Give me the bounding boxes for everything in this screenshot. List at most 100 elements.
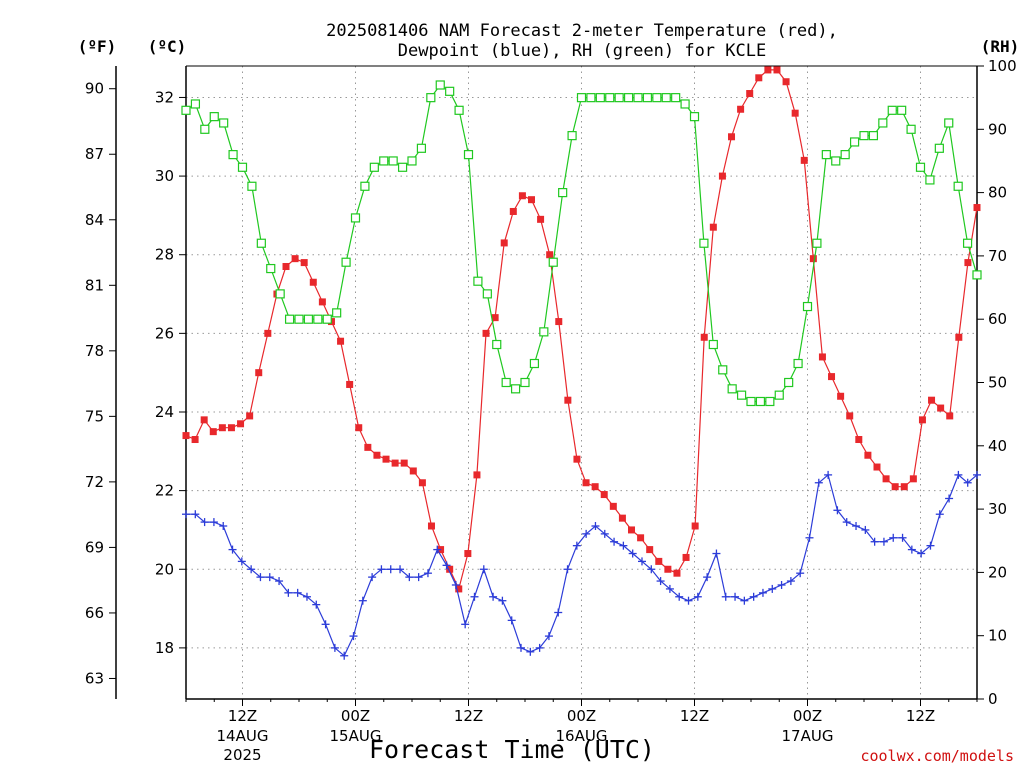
temperature-point (427, 522, 435, 530)
dewpoint-point (814, 478, 823, 487)
temperature-point (837, 392, 845, 400)
rh-point (341, 257, 351, 267)
dewpoint-point (963, 478, 972, 487)
rh-point (934, 143, 944, 153)
dewpoint-point (396, 565, 405, 574)
rh-point (256, 238, 266, 248)
temperature-point (555, 318, 563, 326)
dewpoint-point (684, 596, 693, 605)
fahrenheit-tick-label: 81 (85, 276, 104, 294)
dewpoint-point (265, 573, 274, 582)
temperature-point (800, 156, 808, 164)
dewpoint-point (330, 643, 339, 652)
temperature-point (755, 74, 763, 82)
dewpoint-point (879, 537, 888, 546)
temperature-point (728, 133, 736, 141)
dewpoint-point (749, 592, 758, 601)
temperature-point (218, 424, 226, 432)
dewpoint-point (703, 573, 712, 582)
dewpoint-point (721, 592, 730, 601)
rh-point (633, 93, 643, 103)
x-tick-label: 00Z (567, 707, 596, 725)
temperature-point (246, 412, 254, 420)
temperature-point (373, 451, 381, 459)
temperature-point (628, 526, 636, 534)
dewpoint-point (358, 596, 367, 605)
temperature-point (300, 259, 308, 267)
dewpoint-point (898, 533, 907, 542)
series-layer (181, 66, 982, 660)
x-tick-date-label: 17AUG (782, 727, 834, 745)
rh-point (360, 181, 370, 191)
temperature-point (282, 263, 290, 271)
dewpoint-point (712, 549, 721, 558)
rh-point (821, 150, 831, 160)
dewpoint-point (349, 632, 358, 641)
x-axis-label: Forecast Time (UTC) (369, 735, 655, 764)
celsius-tick-label: 30 (155, 167, 174, 185)
rh-point (426, 93, 436, 103)
dewpoint-point (610, 537, 619, 546)
temperature-point (664, 565, 672, 573)
rh-tick-label: 30 (988, 500, 1007, 518)
rh-point (718, 365, 728, 375)
rh-point (407, 156, 417, 166)
dewpoint-point (563, 565, 572, 574)
fahrenheit-tick-label: 78 (85, 342, 104, 360)
dewpoint-point (461, 620, 470, 629)
temperature-point (291, 255, 299, 263)
temperature-point (546, 251, 554, 259)
dewpoint-point (693, 592, 702, 601)
dewpoint-point (973, 470, 981, 479)
temperature-point (391, 459, 399, 467)
rh-tick-label: 40 (988, 437, 1007, 455)
dewpoint-point (628, 549, 637, 558)
chart-title: 2025081406 NAM Forecast 2-meter Temperat… (326, 21, 838, 41)
celsius-unit-label: (ºC) (148, 37, 187, 56)
rh-point (661, 93, 671, 103)
temperature-point (928, 396, 936, 404)
temperature-point (700, 333, 708, 341)
rh-point (294, 314, 304, 324)
rh-point (379, 156, 389, 166)
temperature-point (409, 467, 417, 475)
dewpoint-point (731, 592, 740, 601)
temperature-point (673, 569, 681, 577)
temperature-point (873, 463, 881, 471)
rh-tick-label: 80 (988, 184, 1007, 202)
celsius-tick-label: 20 (155, 560, 174, 578)
rh-point (755, 396, 766, 407)
temperature-point (418, 479, 426, 487)
axes: 63 66 69 72 75 78 81 84 87 90 18 20 22 24 26 28 30 32 0 10 2… (85, 57, 1017, 764)
rh-point (463, 150, 474, 160)
temperature-point (937, 404, 945, 412)
temperature-point (682, 553, 690, 561)
fahrenheit-tick-label: 87 (85, 145, 104, 163)
rh-point (454, 105, 464, 115)
rh-point (510, 384, 521, 394)
dewpoint-point (451, 580, 460, 589)
temperature-point (182, 432, 190, 440)
rh-point (492, 339, 502, 350)
rh-point (802, 301, 813, 312)
dewpoint-point (321, 620, 330, 629)
dewpoint-point (228, 545, 237, 554)
rh-point (887, 105, 897, 115)
dewpoint-point (256, 573, 265, 582)
x-tick-date-label: 16AUG (556, 727, 608, 745)
rh-point (435, 80, 445, 90)
celsius-tick-label: 26 (155, 324, 174, 342)
rh-point (539, 327, 549, 337)
dewpoint-point (656, 577, 665, 586)
x-tick-label: 00Z (341, 707, 370, 725)
rh-point (925, 175, 935, 185)
temperature-point (600, 491, 608, 499)
rh-point (774, 390, 784, 400)
fahrenheit-tick-label: 63 (85, 669, 104, 687)
dewpoint-point (870, 537, 879, 546)
temperature-point (609, 502, 617, 510)
dewpoint-point (377, 565, 386, 574)
dewpoint-point (526, 647, 535, 656)
rh-point (548, 257, 558, 267)
rh-point (595, 93, 605, 103)
